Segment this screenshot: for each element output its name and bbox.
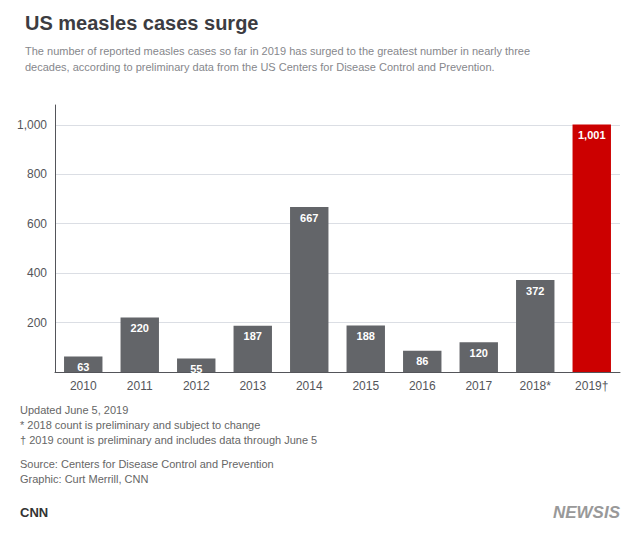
svg-text:2015: 2015 bbox=[352, 379, 379, 393]
svg-text:2014: 2014 bbox=[296, 379, 323, 393]
svg-text:The number of reported measles: The number of reported measles cases so … bbox=[25, 45, 530, 57]
svg-text:2012: 2012 bbox=[183, 379, 210, 393]
svg-text:NEWSIS: NEWSIS bbox=[553, 503, 621, 522]
svg-text:Graphic: Curt Merrill, CNN: Graphic: Curt Merrill, CNN bbox=[20, 473, 148, 485]
svg-text:2019†: 2019† bbox=[575, 379, 608, 393]
svg-text:120: 120 bbox=[470, 347, 488, 359]
svg-text:600: 600 bbox=[27, 217, 47, 231]
svg-text:† 2019 count is preliminary an: † 2019 count is preliminary and includes… bbox=[20, 434, 317, 446]
svg-text:* 2018 count is preliminary an: * 2018 count is preliminary and subject … bbox=[20, 419, 260, 431]
svg-text:2018*: 2018* bbox=[520, 379, 552, 393]
svg-text:2010: 2010 bbox=[70, 379, 97, 393]
svg-text:decades, according to prelimin: decades, according to preliminary data f… bbox=[25, 61, 495, 73]
svg-text:800: 800 bbox=[27, 167, 47, 181]
svg-text:187: 187 bbox=[244, 330, 262, 342]
svg-text:2016: 2016 bbox=[409, 379, 436, 393]
svg-text:2011: 2011 bbox=[127, 379, 153, 393]
svg-text:372: 372 bbox=[526, 285, 544, 297]
svg-text:400: 400 bbox=[27, 266, 47, 280]
svg-text:200: 200 bbox=[27, 316, 47, 330]
svg-text:188: 188 bbox=[357, 330, 375, 342]
svg-text:667: 667 bbox=[300, 212, 318, 224]
svg-text:CNN: CNN bbox=[20, 505, 48, 520]
svg-text:55: 55 bbox=[190, 363, 202, 375]
svg-text:1,001: 1,001 bbox=[578, 129, 606, 141]
svg-text:86: 86 bbox=[416, 355, 428, 367]
svg-text:Updated June 5, 2019: Updated June 5, 2019 bbox=[20, 404, 128, 416]
svg-text:2013: 2013 bbox=[239, 379, 266, 393]
svg-text:1,000: 1,000 bbox=[17, 118, 47, 132]
svg-text:US measles cases surge: US measles cases surge bbox=[25, 12, 259, 34]
svg-text:220: 220 bbox=[131, 322, 149, 334]
svg-text:63: 63 bbox=[77, 361, 89, 373]
svg-text:Source: Centers for Disease Co: Source: Centers for Disease Control and … bbox=[20, 458, 274, 470]
svg-text:2017: 2017 bbox=[465, 379, 492, 393]
